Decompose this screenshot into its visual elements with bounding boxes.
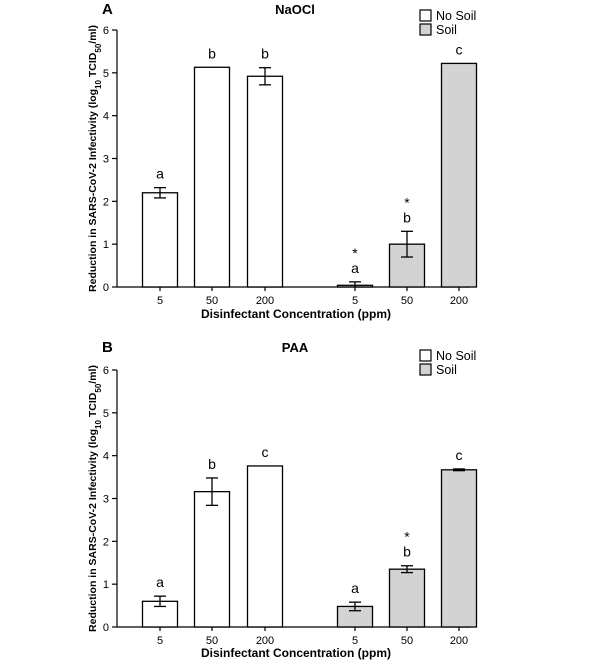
- y-axis-title: Reduction in SARS-CoV-2 Infectivity (log…: [87, 25, 103, 292]
- y-axis-title-subscript: 10: [94, 419, 103, 428]
- significance-letter: b: [208, 45, 216, 61]
- y-tick-label: 4: [103, 111, 109, 123]
- significance-letter: a: [156, 166, 164, 182]
- x-tick-label: 200: [450, 295, 468, 307]
- bar-soil-200: [440, 469, 478, 628]
- x-tick-label: 5: [157, 295, 163, 307]
- significance-letter: a: [351, 260, 359, 276]
- legend-label: Soil: [436, 23, 457, 37]
- y-tick-label: 5: [103, 408, 109, 420]
- y-tick-label: 4: [103, 451, 109, 463]
- y-tick-label: 0: [103, 622, 109, 634]
- x-tick-label: 50: [401, 635, 413, 647]
- y-tick-label: 6: [103, 25, 109, 37]
- legend-label: No Soil: [436, 9, 476, 23]
- y-tick-label: 5: [103, 68, 109, 80]
- significance-letter: a: [351, 580, 359, 596]
- legend-swatch-no-soil: [419, 9, 432, 22]
- legend-label: Soil: [436, 363, 457, 377]
- panel-letter: B: [102, 339, 113, 356]
- y-tick-label: 1: [103, 579, 109, 591]
- y-tick-label: 2: [103, 196, 109, 208]
- panel-letter: A: [102, 1, 113, 18]
- legend-swatch-soil: [419, 363, 432, 376]
- chart-title: PAA: [282, 340, 309, 355]
- significance-letter: c: [456, 41, 463, 57]
- significance-star: *: [352, 245, 358, 261]
- y-axis-title-part: TCID: [87, 52, 99, 80]
- bar-no-soil-50: [193, 66, 231, 288]
- significance-letter: b: [208, 456, 216, 472]
- x-tick-label: 5: [352, 295, 358, 307]
- significance-letter: c: [456, 447, 463, 463]
- significance-star: *: [404, 194, 410, 210]
- x-tick-label: 50: [206, 295, 218, 307]
- x-tick-label: 50: [401, 295, 413, 307]
- x-axis-title: Disinfectant Concentration (ppm): [201, 307, 391, 321]
- bar-soil-50: [388, 568, 426, 628]
- y-axis-title-part: Reduction in SARS-CoV-2 Infectivity (log: [87, 429, 99, 632]
- x-tick-label: 5: [352, 635, 358, 647]
- y-tick-label: 6: [103, 365, 109, 377]
- y-tick-label: 0: [103, 282, 109, 294]
- bar-no-soil-200: [246, 465, 284, 628]
- chart-title: NaOCl: [275, 2, 315, 17]
- y-tick-label: 3: [103, 154, 109, 166]
- legend-swatch-no-soil: [419, 349, 432, 362]
- y-axis-title-part: /ml): [87, 365, 99, 384]
- significance-letter: b: [261, 46, 269, 62]
- significance-letter: b: [403, 209, 411, 225]
- legend-label: No Soil: [436, 349, 476, 363]
- bar-no-soil-50: [193, 490, 231, 628]
- bar-no-soil-5: [141, 192, 179, 288]
- significance-star: *: [404, 529, 410, 545]
- significance-letter: a: [156, 574, 164, 590]
- y-axis-title-subscript: 10: [94, 79, 103, 88]
- y-tick-label: 1: [103, 239, 109, 251]
- bar-soil-200: [440, 62, 478, 288]
- y-tick-label: 3: [103, 494, 109, 506]
- legend-swatch-soil: [419, 23, 432, 36]
- y-axis-title-part: /ml): [87, 25, 99, 44]
- x-tick-label: 50: [206, 635, 218, 647]
- x-tick-label: 5: [157, 635, 163, 647]
- significance-letter: c: [262, 444, 269, 460]
- bar-no-soil-200: [246, 75, 284, 288]
- y-axis-title: Reduction in SARS-CoV-2 Infectivity (log…: [87, 365, 103, 632]
- y-axis-title-part: Reduction in SARS-CoV-2 Infectivity (log: [87, 89, 99, 292]
- y-axis-title-part: TCID: [87, 392, 99, 420]
- y-axis-title-subscript: 50: [94, 383, 103, 392]
- x-axis-title: Disinfectant Concentration (ppm): [201, 646, 391, 660]
- significance-letter: b: [403, 544, 411, 560]
- y-axis-title-subscript: 50: [94, 43, 103, 52]
- x-tick-label: 200: [256, 635, 274, 647]
- x-tick-label: 200: [450, 635, 468, 647]
- y-tick-label: 2: [103, 536, 109, 548]
- x-tick-label: 200: [256, 295, 274, 307]
